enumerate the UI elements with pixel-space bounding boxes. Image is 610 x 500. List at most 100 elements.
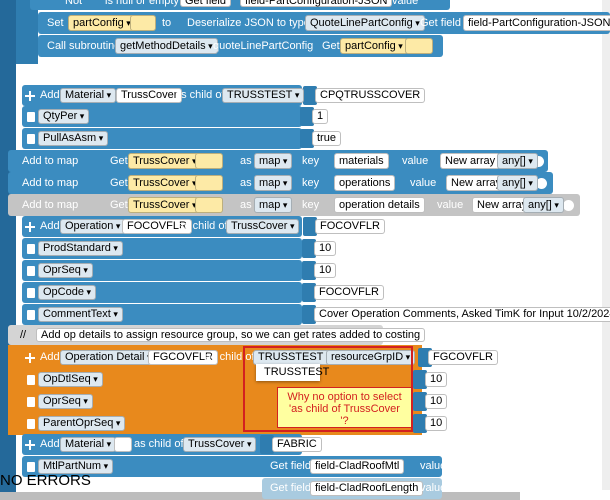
- block-field[interactable]: field-CladRoofMtl: [310, 459, 405, 474]
- block-field[interactable]: partConfig: [340, 38, 408, 54]
- empty-input[interactable]: [195, 175, 223, 191]
- empty-input[interactable]: [195, 197, 223, 213]
- block-field[interactable]: map: [254, 153, 293, 169]
- block-field[interactable]: Cover Operation Comments, Asked TimK for…: [314, 307, 610, 322]
- block-field[interactable]: New array: [440, 153, 501, 169]
- block-label: Get field: [270, 460, 311, 472]
- block-field[interactable]: 10: [425, 372, 448, 387]
- dropdown-option[interactable]: TRUSSTEST: [264, 366, 330, 378]
- block-field[interactable]: TrussCover: [116, 88, 183, 103]
- add-button[interactable]: [533, 155, 544, 167]
- block-field[interactable]: OprSeq: [38, 394, 93, 409]
- block-label: Get: [110, 199, 128, 211]
- plus-icon[interactable]: [25, 90, 35, 101]
- value-block: [413, 370, 427, 389]
- plus-icon[interactable]: [25, 221, 35, 232]
- empty-input[interactable]: [130, 15, 156, 31]
- value-block: [413, 414, 427, 433]
- plus-icon[interactable]: [25, 352, 35, 363]
- block-field[interactable]: 10: [425, 416, 448, 431]
- block-field[interactable]: OprSeq: [38, 263, 93, 278]
- block-field[interactable]: Get field: [180, 0, 231, 7]
- empty-input[interactable]: [195, 153, 223, 169]
- block-field[interactable]: TrussCover: [128, 197, 202, 213]
- block-field[interactable]: MtlPartNum: [38, 459, 114, 474]
- trash-icon[interactable]: [27, 374, 35, 385]
- trash-icon[interactable]: [27, 309, 35, 320]
- callout: Why no option to select 'as child of Tru…: [277, 387, 412, 428]
- block-field[interactable]: getMethodDetails: [115, 38, 218, 54]
- block-field[interactable]: CPQTRUSSCOVER: [315, 88, 426, 103]
- block-field[interactable]: map: [254, 175, 293, 191]
- trash-icon[interactable]: [27, 287, 35, 298]
- trash-icon[interactable]: [27, 461, 35, 472]
- block-field[interactable]: TRUSSTEST: [222, 88, 305, 103]
- block-field[interactable]: operation details: [334, 197, 425, 213]
- block-label: as: [240, 177, 252, 189]
- block-field[interactable]: map: [254, 197, 293, 213]
- block-field[interactable]: 10: [425, 394, 448, 409]
- block-field[interactable]: materials: [334, 153, 389, 169]
- plus-icon[interactable]: [25, 439, 35, 450]
- block-label: Get: [110, 177, 128, 189]
- empty-input[interactable]: [405, 38, 433, 54]
- block-field[interactable]: FGCOVFLR: [148, 350, 218, 365]
- block-field[interactable]: TrussCover: [128, 153, 202, 169]
- block-field[interactable]: TrussCover: [128, 175, 202, 191]
- block-field[interactable]: ProdStandard: [38, 241, 123, 256]
- block-field[interactable]: any[]: [497, 153, 538, 169]
- block-field[interactable]: OpCode: [38, 285, 97, 300]
- block-label: Get field: [270, 482, 311, 494]
- block-field[interactable]: TrussCover: [226, 219, 300, 234]
- block-field[interactable]: CommentText: [38, 307, 123, 322]
- block-field[interactable]: field-PartConfiguration-JSON: [463, 15, 610, 31]
- add-button[interactable]: [536, 177, 547, 189]
- block-field[interactable]: FOCOVFLR: [315, 219, 385, 234]
- block-field[interactable]: QtyPer: [38, 109, 90, 124]
- block-field[interactable]: QuoteLinePartConfig: [305, 15, 425, 31]
- add-button[interactable]: [563, 199, 574, 211]
- block-field[interactable]: OpDtlSeq: [38, 372, 103, 387]
- block-field[interactable]: PullAsAsm: [38, 131, 109, 146]
- trash-icon[interactable]: [27, 265, 35, 276]
- block-label: Add: [40, 438, 60, 450]
- block-field[interactable]: field-CladRoofLength: [310, 481, 424, 496]
- trash-icon[interactable]: [27, 243, 35, 254]
- block-label: as child of: [175, 89, 225, 101]
- block-field[interactable]: New array: [446, 175, 507, 191]
- block-field[interactable]: Material: [60, 88, 117, 103]
- block-field[interactable]: operations: [334, 175, 396, 191]
- trash-icon[interactable]: [27, 111, 35, 122]
- block-field[interactable]: Operation Detail: [60, 350, 157, 365]
- block-field[interactable]: Add op details to assign resource group,…: [36, 328, 426, 342]
- block-field[interactable]: true: [312, 131, 341, 146]
- block-field[interactable]: TrussCover: [183, 437, 257, 452]
- trash-icon[interactable]: [27, 418, 35, 429]
- block-field[interactable]: 10: [314, 241, 337, 256]
- block-field[interactable]: resourceGrpID: [326, 350, 416, 365]
- block-label: quoteLinePartConfig: [213, 40, 314, 52]
- block-field[interactable]: any[]: [523, 197, 564, 213]
- block-field[interactable]: FGCOVFLR: [428, 350, 498, 365]
- empty-input[interactable]: [114, 437, 132, 452]
- block-field[interactable]: Material: [60, 437, 117, 452]
- block-field[interactable]: any[]: [497, 175, 538, 191]
- block-field[interactable]: FOCOVFLR: [314, 285, 384, 300]
- block-field[interactable]: 1: [312, 109, 329, 124]
- block-field[interactable]: New array: [472, 197, 533, 213]
- trash-icon[interactable]: [27, 133, 35, 144]
- block-field[interactable]: ParentOprSeq: [38, 416, 126, 431]
- trash-icon[interactable]: [27, 396, 35, 407]
- block-field[interactable]: FOCOVFLR: [122, 219, 192, 234]
- block-field[interactable]: 10: [314, 263, 337, 278]
- block-label: Add to map: [22, 177, 79, 189]
- block-field[interactable]: field-PartConfiguration-JSON: [240, 0, 393, 7]
- scrollbar-v: [602, 0, 610, 490]
- block-field[interactable]: FABRIC: [272, 437, 322, 452]
- block-field[interactable]: partConfig: [68, 15, 136, 31]
- block-label: as child of: [134, 438, 184, 450]
- block-label: value: [402, 155, 429, 167]
- block-label: Get: [322, 40, 340, 52]
- block-field[interactable]: Operation: [60, 219, 126, 234]
- scrollbar-h: [0, 492, 520, 500]
